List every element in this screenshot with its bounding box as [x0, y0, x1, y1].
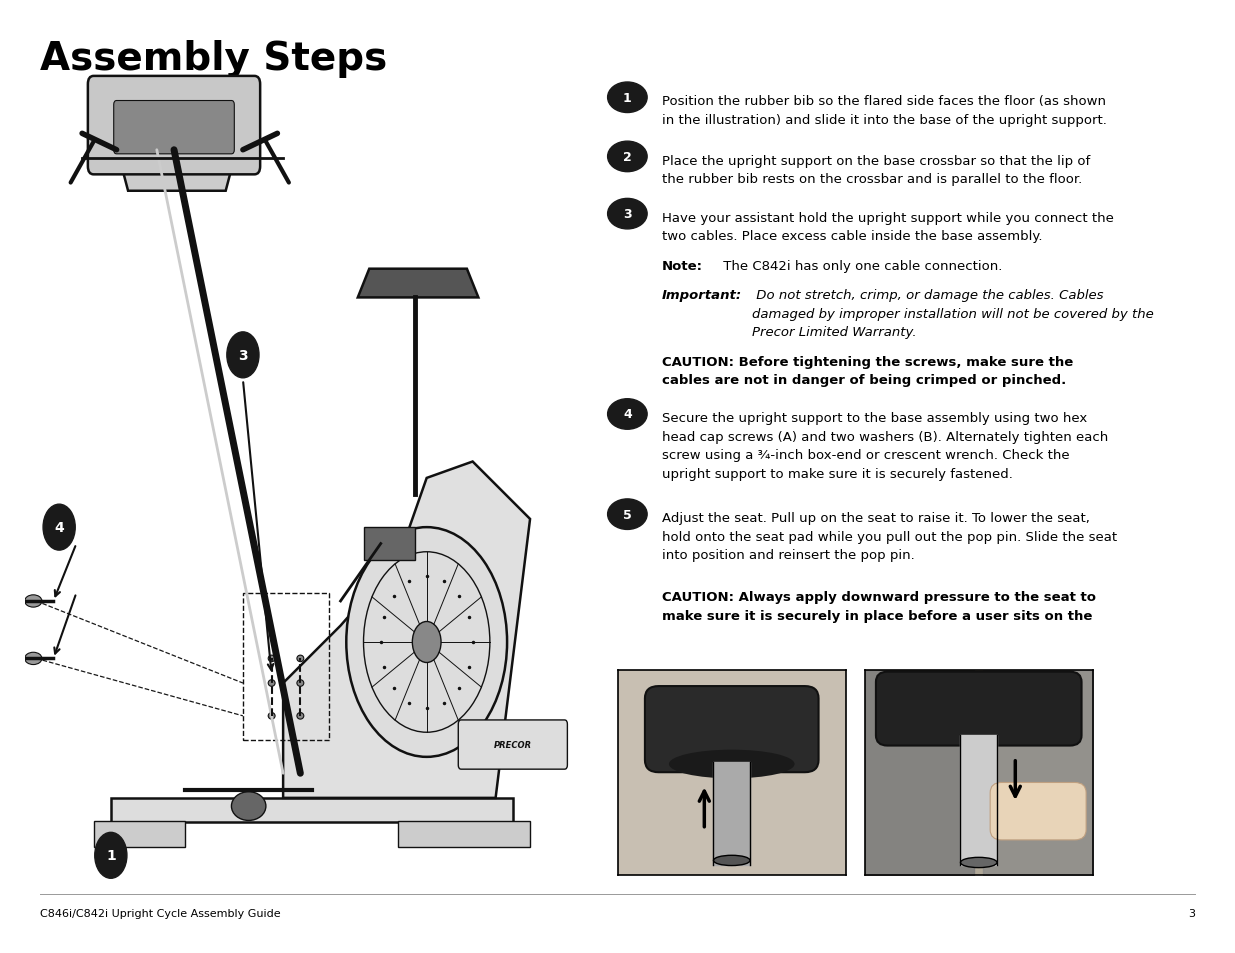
Text: C846i/C842i Upright Cycle Assembly Guide: C846i/C842i Upright Cycle Assembly Guide — [40, 908, 280, 918]
FancyBboxPatch shape — [458, 720, 567, 769]
Polygon shape — [398, 821, 530, 847]
Text: Secure the upright support to the base assembly using two hex
head cap screws (A: Secure the upright support to the base a… — [662, 412, 1108, 480]
Polygon shape — [111, 126, 243, 192]
Text: Position the rubber bib so the flared side faces the floor (as shown
in the illu: Position the rubber bib so the flared si… — [662, 95, 1107, 127]
Circle shape — [608, 142, 647, 172]
Text: CAUTION: Always apply downward pressure to the seat to
make sure it is securely : CAUTION: Always apply downward pressure … — [662, 591, 1095, 622]
Text: 2: 2 — [622, 151, 632, 164]
Ellipse shape — [714, 856, 750, 865]
Text: Important:: Important: — [662, 289, 742, 302]
Ellipse shape — [268, 713, 275, 720]
Polygon shape — [94, 821, 185, 847]
Text: 3: 3 — [624, 208, 631, 221]
Text: The C842i has only one cable connection.: The C842i has only one cable connection. — [719, 260, 1002, 274]
Text: 4: 4 — [622, 408, 632, 421]
Ellipse shape — [296, 656, 304, 662]
FancyBboxPatch shape — [645, 686, 819, 772]
Text: Adjust the seat. Pull up on the seat to raise it. To lower the seat,
hold onto t: Adjust the seat. Pull up on the seat to … — [662, 512, 1118, 561]
Circle shape — [43, 505, 75, 551]
Text: PRECOR: PRECOR — [494, 740, 532, 749]
Circle shape — [227, 333, 259, 378]
Text: CAUTION: Before tightening the screws, make sure the
cables are not in danger of: CAUTION: Before tightening the screws, m… — [662, 355, 1073, 387]
Ellipse shape — [25, 653, 42, 665]
Text: 5: 5 — [622, 508, 632, 521]
Text: Assembly Steps: Assembly Steps — [40, 40, 387, 78]
Text: Note:: Note: — [662, 260, 703, 274]
Circle shape — [95, 833, 127, 879]
Circle shape — [608, 499, 647, 530]
Text: 3: 3 — [1188, 908, 1195, 918]
FancyBboxPatch shape — [990, 782, 1086, 840]
Ellipse shape — [231, 792, 266, 821]
Text: 3: 3 — [238, 349, 248, 362]
Circle shape — [608, 399, 647, 430]
Ellipse shape — [412, 621, 441, 663]
Text: Place the upright support on the base crossbar so that the lip of
the rubber bib: Place the upright support on the base cr… — [662, 154, 1091, 186]
Text: 1: 1 — [106, 848, 116, 862]
Text: 4: 4 — [54, 520, 64, 535]
Circle shape — [608, 83, 647, 113]
Circle shape — [608, 199, 647, 230]
Ellipse shape — [296, 680, 304, 686]
Ellipse shape — [669, 750, 794, 779]
Ellipse shape — [961, 858, 997, 867]
Ellipse shape — [296, 713, 304, 720]
Polygon shape — [111, 798, 513, 822]
FancyBboxPatch shape — [876, 672, 1082, 746]
Ellipse shape — [268, 680, 275, 686]
Text: 1: 1 — [622, 91, 632, 105]
Polygon shape — [283, 462, 530, 798]
Polygon shape — [358, 270, 478, 298]
Ellipse shape — [25, 596, 42, 607]
Text: Have your assistant hold the upright support while you connect the
two cables. P: Have your assistant hold the upright sup… — [662, 212, 1114, 243]
Ellipse shape — [346, 528, 508, 757]
FancyBboxPatch shape — [88, 77, 261, 175]
FancyBboxPatch shape — [114, 101, 235, 154]
Polygon shape — [363, 528, 415, 560]
Text: Do not stretch, crimp, or damage the cables. Cables
damaged by improper installa: Do not stretch, crimp, or damage the cab… — [752, 289, 1153, 338]
Ellipse shape — [268, 656, 275, 662]
